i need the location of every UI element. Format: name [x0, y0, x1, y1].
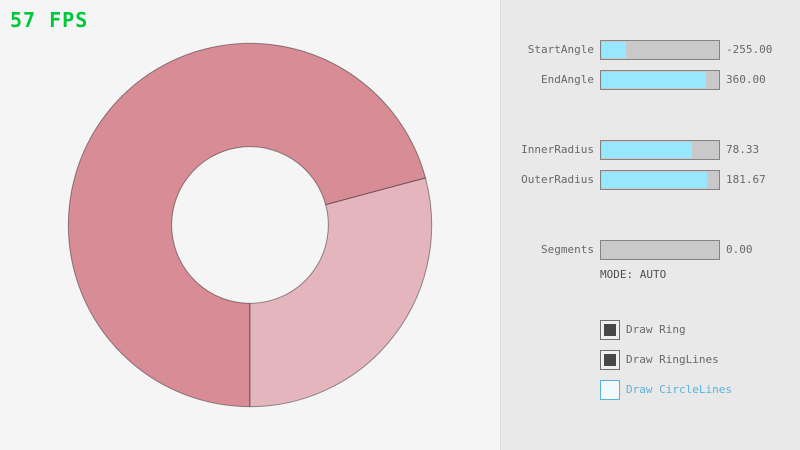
slider-value-innerradius: 78.33 — [726, 143, 760, 156]
check-mark-icon — [604, 354, 616, 366]
donut-ring — [67, 42, 433, 408]
checkbox-label-draw-circlelines: Draw CircleLines — [626, 383, 732, 396]
checkbox-draw-ringlines[interactable]: Draw RingLines — [600, 350, 790, 370]
controls-panel: StartAngle -255.00 EndAngle 360.00 Inner… — [500, 0, 800, 450]
checkbox-box[interactable] — [600, 380, 620, 400]
slider-value-endangle: 360.00 — [726, 73, 766, 86]
slider-row-innerradius: InnerRadius 78.33 — [521, 140, 759, 160]
slider-startangle[interactable] — [600, 40, 720, 60]
slider-fill — [602, 172, 708, 188]
slider-outerradius[interactable] — [600, 170, 720, 190]
slider-row-segments: Segments 0.00 — [541, 240, 753, 260]
slider-row-startangle: StartAngle -255.00 — [528, 40, 772, 60]
slider-endangle[interactable] — [600, 70, 720, 90]
slider-label-endangle: EndAngle — [541, 73, 594, 86]
slider-row-endangle: EndAngle 360.00 — [541, 70, 766, 90]
checkbox-box[interactable] — [600, 350, 620, 370]
ring-single-light — [249, 177, 433, 408]
render-canvas: 57 FPS — [10, 8, 433, 408]
checkbox-draw-ring[interactable]: Draw Ring — [600, 320, 790, 340]
checkbox-draw-circlelines[interactable]: Draw CircleLines — [600, 380, 790, 400]
slider-label-outerradius: OuterRadius — [521, 173, 594, 186]
slider-label-innerradius: InnerRadius — [521, 143, 594, 156]
slider-label-startangle: StartAngle — [527, 43, 594, 56]
fps-counter: 57 FPS — [10, 8, 89, 32]
checkbox-label-draw-ring: Draw Ring — [626, 323, 686, 336]
checkbox-label-draw-ringlines: Draw RingLines — [626, 353, 719, 366]
slider-segments[interactable] — [600, 240, 720, 260]
ring-overlap-dark — [67, 42, 427, 408]
slider-fill — [602, 72, 707, 88]
slider-value-startangle: -255.00 — [726, 43, 773, 56]
mode-indicator: MODE: AUTO — [600, 268, 667, 281]
slider-value-outerradius: 181.67 — [726, 173, 766, 186]
slider-innerradius[interactable] — [600, 140, 720, 160]
slider-fill — [602, 42, 626, 58]
slider-row-outerradius: OuterRadius 181.67 — [521, 170, 766, 190]
slider-fill — [602, 142, 693, 158]
slider-value-segments: 0.00 — [726, 243, 753, 256]
checkbox-box[interactable] — [600, 320, 620, 340]
check-mark-icon — [604, 324, 616, 336]
slider-label-segments: Segments — [541, 243, 594, 256]
